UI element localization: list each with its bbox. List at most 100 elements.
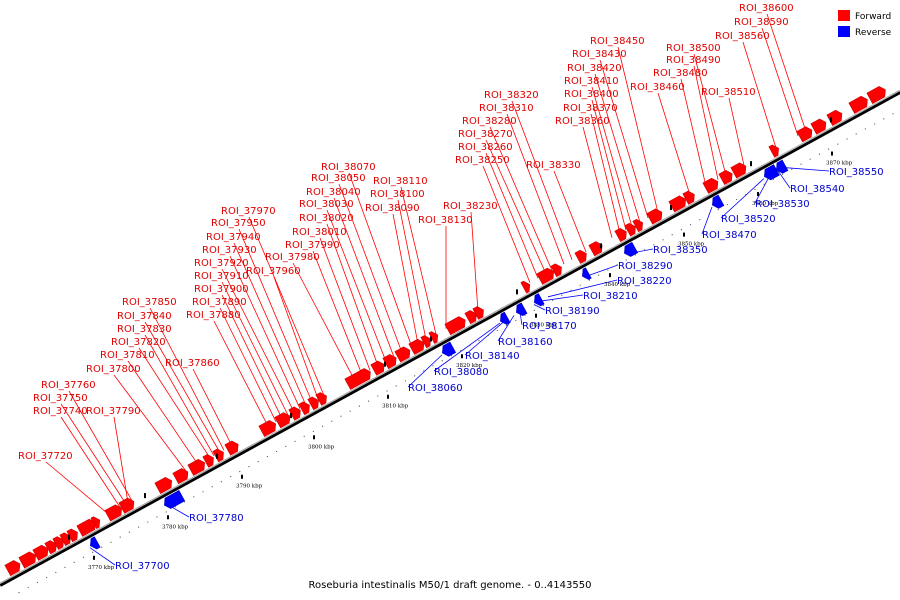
tick-label: 3790 kbp — [236, 484, 263, 490]
scale-dot — [542, 304, 545, 306]
forward-leader-line — [506, 113, 565, 265]
forward-gene — [307, 396, 319, 411]
tick-mark — [831, 151, 833, 156]
reverse-leader-line — [547, 279, 618, 298]
reverse-gene-label: ROI_38220 — [617, 276, 672, 287]
scale-dot — [55, 571, 57, 574]
forward-gene-label: ROI_38030 — [299, 199, 354, 210]
forward-gene — [4, 560, 21, 577]
tick-mark — [241, 474, 243, 479]
tick-mark — [683, 232, 685, 237]
forward-gene — [202, 454, 214, 468]
forward-gene-label: ROI_37840 — [117, 311, 172, 322]
scale-dot — [671, 234, 673, 236]
forward-gene-label: ROI_38360 — [555, 116, 610, 127]
scale-dot — [276, 450, 278, 453]
reverse-gene-label: ROI_38520 — [721, 214, 776, 225]
forward-gene — [668, 195, 686, 213]
reverse-leader-line — [89, 547, 116, 566]
reverse-leader-line — [433, 322, 501, 372]
forward-leader-line — [348, 172, 413, 348]
reverse-leader-line — [720, 178, 765, 219]
forward-leader-line — [591, 86, 633, 227]
scale-dot — [450, 355, 452, 357]
scale-dot — [487, 334, 489, 337]
scale-dot — [138, 526, 140, 528]
scale-dot — [570, 289, 572, 291]
forward-leader-line — [221, 294, 283, 419]
forward-leader-line — [248, 216, 325, 396]
legend-reverse-swatch — [838, 26, 850, 37]
forward-leader-line — [60, 416, 121, 508]
forward-gene — [344, 368, 371, 390]
forward-gene — [632, 219, 643, 233]
strand-mark — [750, 161, 752, 167]
forward-gene-label: ROI_38480 — [653, 68, 708, 79]
scale-dot — [754, 188, 756, 191]
strand-mark — [670, 204, 672, 210]
forward-leader-line — [333, 197, 395, 358]
forward-gene — [730, 162, 747, 179]
reverse-gene-label: ROI_38550 — [829, 167, 884, 178]
forward-gene — [520, 280, 531, 294]
strand-mark — [144, 493, 146, 499]
forward-gene-label: ROI_37910 — [194, 271, 249, 282]
reverse-gene-label: ROI_38080 — [434, 367, 489, 378]
scale-dot — [174, 506, 176, 508]
forward-gene — [420, 335, 431, 349]
scale-dot — [607, 269, 609, 271]
reverse-leader-line — [783, 167, 830, 172]
tick-mark — [313, 435, 315, 440]
forward-gene — [172, 468, 189, 485]
forward-gene — [66, 528, 78, 543]
scale-dot — [211, 486, 213, 488]
scale-dot — [809, 158, 811, 160]
scale-dot — [506, 324, 508, 327]
scale-dot — [285, 445, 287, 448]
forward-gene — [550, 263, 562, 278]
forward-gene-label: ROI_38410 — [564, 76, 619, 87]
scale-dot — [202, 491, 204, 493]
reverse-gene-label: ROI_38350 — [653, 245, 708, 256]
strand-mark — [830, 117, 832, 123]
forward-gene — [768, 144, 779, 158]
scale-dot — [634, 254, 637, 256]
reverse-leader-line — [497, 315, 515, 342]
scale-dot — [119, 536, 121, 538]
forward-gene — [212, 448, 224, 463]
tick-label: 3850 kbp — [678, 242, 705, 248]
reverse-gene — [500, 311, 511, 325]
forward-gene-label: ROI_37760 — [41, 380, 96, 391]
scale-dot — [322, 425, 324, 427]
forward-gene — [18, 551, 36, 569]
strand-mark — [600, 243, 602, 249]
reverse-gene — [624, 241, 639, 257]
forward-leader-line — [221, 281, 289, 416]
forward-gene-label: ROI_38330 — [526, 160, 581, 171]
scale-dot — [588, 279, 591, 281]
scale-dot — [165, 511, 167, 513]
scale-dot — [496, 329, 498, 332]
scale-dot — [377, 395, 379, 397]
forward-gene-label: ROI_38460 — [630, 82, 685, 93]
forward-gene-label: ROI_38090 — [365, 203, 420, 214]
forward-leader-line — [761, 27, 799, 136]
scale-dot — [128, 531, 130, 533]
forward-leader-line — [400, 186, 437, 335]
forward-gene — [796, 126, 813, 143]
forward-leader-line — [489, 126, 553, 271]
scale-dot — [423, 370, 425, 372]
forward-leader-line — [693, 65, 719, 180]
forward-leader-line — [149, 307, 225, 451]
scale-dot — [874, 123, 876, 125]
scale-dot — [837, 143, 839, 145]
strand-mark — [216, 453, 218, 459]
legend-reverse-label: Reverse — [855, 28, 892, 38]
legend-forward-swatch — [838, 10, 850, 21]
forward-leader-line — [553, 170, 587, 253]
scale-dot — [864, 128, 867, 130]
scale-dot — [349, 410, 351, 412]
reverse-gene-label: ROI_38530 — [755, 199, 810, 210]
tick-mark — [609, 273, 611, 278]
